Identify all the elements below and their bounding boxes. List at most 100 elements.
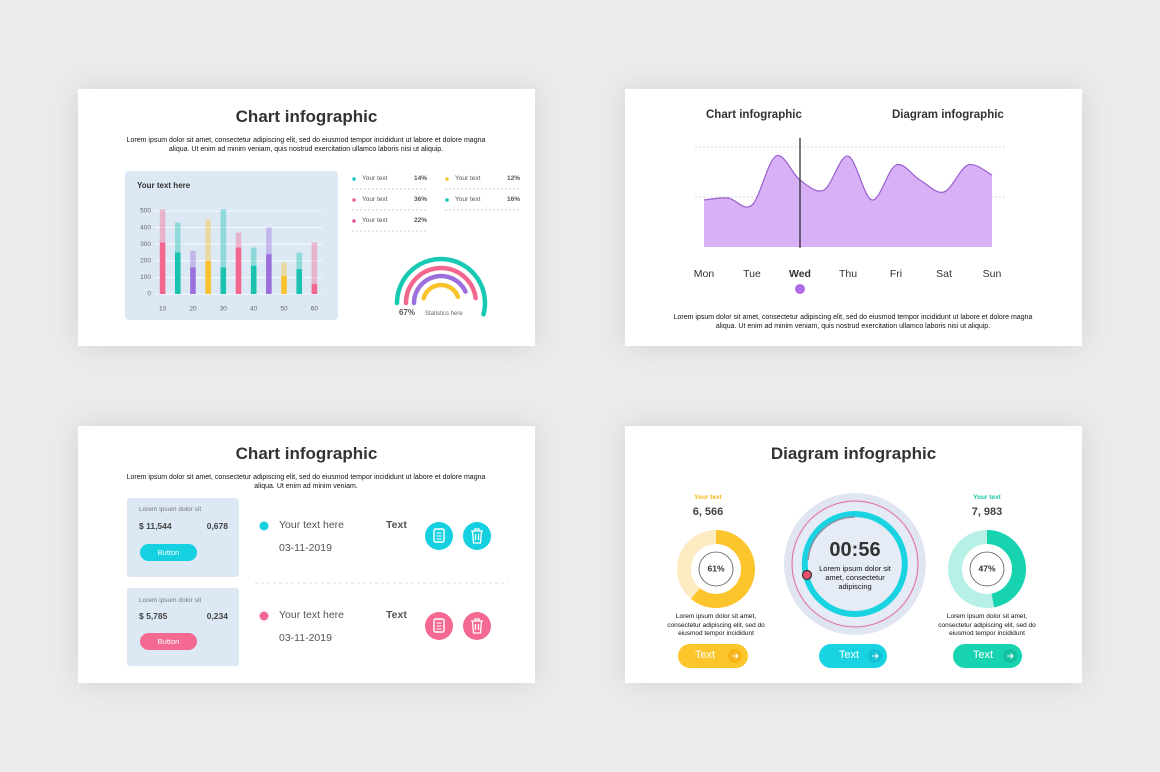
gauge-arc <box>421 282 461 301</box>
button[interactable] <box>819 644 887 668</box>
slide-title: Chart infographic <box>706 109 802 121</box>
row-label: Your text here <box>279 519 344 531</box>
chart-panel <box>125 171 338 320</box>
legend-value: 22% <box>413 217 427 224</box>
row-dot <box>259 611 269 621</box>
area-line <box>703 155 993 208</box>
bar-segment <box>311 242 318 285</box>
paragraph: Lorem ipsum dolor sit amet, consectetur … <box>938 613 1036 637</box>
legend-dot <box>445 177 449 181</box>
bar-segment <box>159 209 166 243</box>
icon-button[interactable] <box>463 522 491 550</box>
card-amount: $ 5,785 <box>139 611 168 621</box>
bar-segment <box>220 209 227 268</box>
bar-segment <box>235 232 242 248</box>
paragraph: Lorem ipsum dolor sit amet, consectetur … <box>126 137 486 153</box>
bar-segment <box>235 247 242 294</box>
x-tick-label: Wed <box>789 268 811 280</box>
button-label[interactable]: Text <box>972 649 994 661</box>
timer-knob <box>801 569 813 581</box>
legend-dot <box>445 198 449 202</box>
y-tick-label: 400 <box>140 224 151 231</box>
legend-value: 14% <box>413 175 427 182</box>
stat-amount: 7, 983 <box>971 506 1003 518</box>
x-tick-label: Mon <box>694 268 715 280</box>
card-count: 0,678 <box>206 521 228 531</box>
donut-arc <box>677 530 755 608</box>
icon-button[interactable] <box>425 522 453 550</box>
legend-value: 12% <box>506 175 520 182</box>
row-date: 03-11-2019 <box>279 542 332 554</box>
slide-title: Diagram infographic <box>770 444 937 463</box>
stat-label: Your text <box>694 494 722 501</box>
donut-hole <box>698 551 734 587</box>
button[interactable] <box>140 544 197 561</box>
timer-track <box>807 516 856 561</box>
button-label[interactable]: Button <box>157 548 180 557</box>
button-label[interactable]: Button <box>157 637 180 646</box>
legend-label: Your text <box>455 175 481 182</box>
y-tick-label: 500 <box>140 208 151 215</box>
y-tick-label: 200 <box>140 258 151 265</box>
x-tick-label: Fri <box>890 268 902 280</box>
gauge-arc <box>394 256 488 317</box>
timer-time: 00:56 <box>829 539 881 561</box>
x-tick-label: 50 <box>280 306 288 313</box>
bar-segment <box>311 284 318 294</box>
bar-segment <box>205 219 211 261</box>
button[interactable] <box>140 633 197 650</box>
bar-segment <box>159 242 166 294</box>
bar-segment <box>250 247 257 266</box>
legend-label: Your text <box>362 196 388 203</box>
bar-segment <box>281 275 287 294</box>
bar-segment <box>266 254 272 294</box>
x-tick-label: Thu <box>839 268 857 280</box>
slide-title: Chart infographic <box>235 444 378 463</box>
button[interactable] <box>953 644 1022 668</box>
bar-segment <box>266 227 272 255</box>
bar-segment <box>205 260 211 294</box>
stat-amount: 6, 566 <box>692 506 724 518</box>
y-tick-label: 100 <box>140 274 151 281</box>
row-date: 03-11-2019 <box>279 632 332 644</box>
icon-button[interactable] <box>463 612 491 640</box>
bar-segment <box>190 250 196 268</box>
timer-arc <box>801 511 908 618</box>
x-tick-label: 10 <box>159 306 167 313</box>
legend-label: Your text <box>362 175 388 182</box>
bar-segment <box>190 267 196 294</box>
legend-dot <box>352 177 356 181</box>
donut-label: 47% <box>978 563 995 573</box>
paragraph: Lorem ipsum dolor sit amet, consectetur … <box>673 314 1033 330</box>
timer-face <box>794 503 916 625</box>
bar-segment <box>174 252 181 294</box>
slide-title: Diagram infographic <box>892 109 1004 121</box>
button-label[interactable]: Text <box>838 649 860 661</box>
panel-title: Your text here <box>137 181 191 190</box>
bar-segment <box>281 262 287 276</box>
paragraph: Lorem ipsum dolor sit amet, consectetur … <box>667 613 765 637</box>
x-tick-label: 20 <box>189 306 197 313</box>
y-tick-label: 300 <box>140 241 151 248</box>
bar-segment <box>174 222 181 253</box>
icon-button[interactable] <box>425 612 453 640</box>
gauge-label: Statistics here <box>425 311 463 317</box>
card-caption: Lorem ipsum dolor sit <box>139 506 202 513</box>
bar-segment <box>296 269 303 294</box>
button[interactable] <box>678 644 748 668</box>
x-tick-label: Sun <box>983 268 1002 280</box>
row-label: Your text here <box>279 609 344 621</box>
bar-segment <box>250 265 257 294</box>
card-amount: $ 11,544 <box>139 521 172 531</box>
area <box>704 155 992 247</box>
paragraph: Lorem ipsum dolor sit amet, consectetur … <box>126 474 486 490</box>
button-label[interactable]: Text <box>694 649 716 661</box>
legend-value: 36% <box>413 196 427 203</box>
timer-ring <box>791 500 919 628</box>
donut-label: 61% <box>707 563 724 573</box>
bar-segment <box>220 267 227 294</box>
legend-dot <box>352 198 356 202</box>
x-tick-label: 60 <box>311 306 319 313</box>
